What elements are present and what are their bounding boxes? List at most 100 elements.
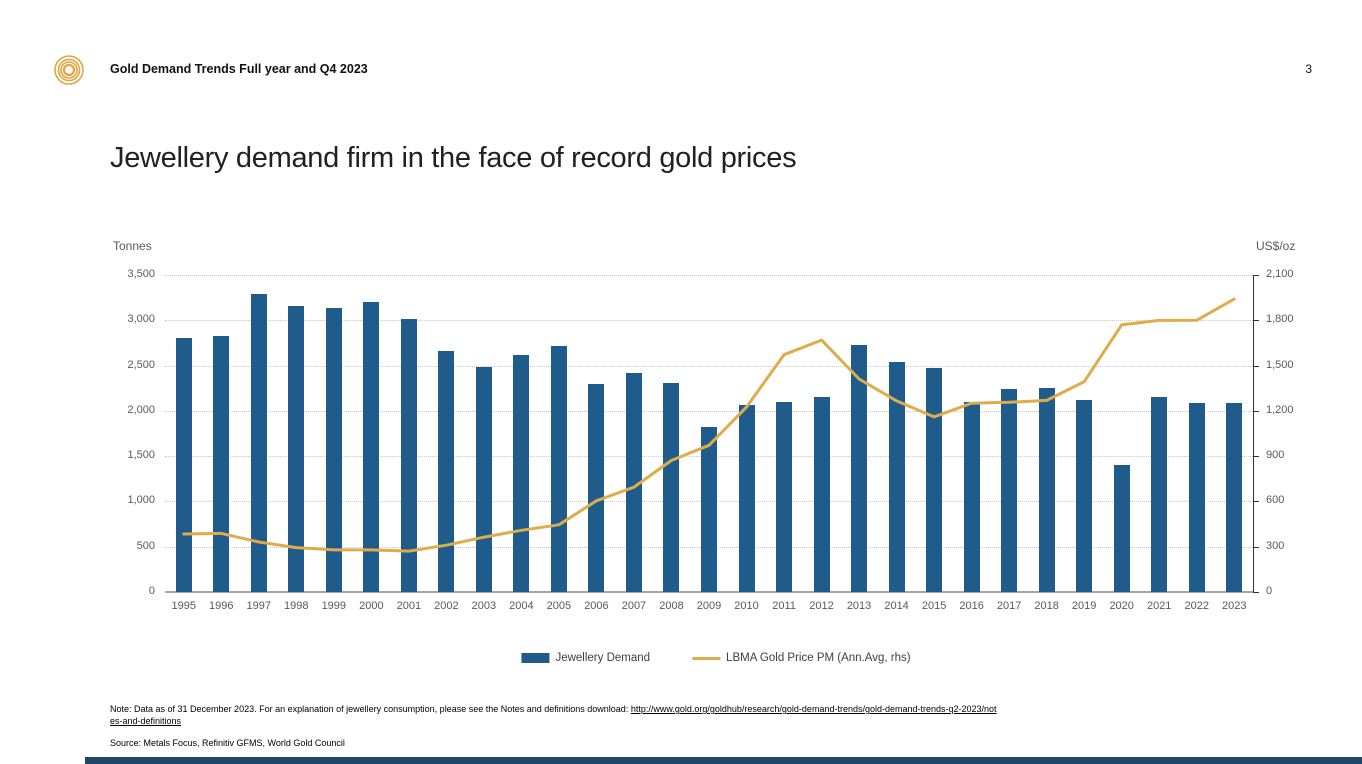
left-axis-tick-label: 2,500 [127,358,155,371]
bar-2015 [926,368,943,592]
x-axis-label-2007: 2007 [621,600,647,612]
slide-header: Gold Demand Trends Full year and Q4 2023… [0,0,1362,100]
x-axis-label-2013: 2013 [846,600,872,612]
x-axis-label-2009: 2009 [696,600,722,612]
bar-2012 [813,397,830,592]
bar-1996 [213,335,230,592]
bar-2010 [738,405,755,592]
bar-2017 [1001,389,1018,592]
x-axis-label-2014: 2014 [884,600,909,612]
bar-2002 [438,351,455,592]
right-axis-tick [1253,592,1259,593]
bar-2020 [1113,465,1130,592]
x-axis-label-2023: 2023 [1221,600,1247,612]
world-gold-council-logo-icon [54,55,84,85]
bar-2001 [400,319,417,592]
bar-2023 [1226,402,1243,592]
right-axis-tick [1253,410,1259,412]
bar-2004 [513,354,530,592]
notes-and-definitions-link[interactable]: http://www.gold.org/goldhub/research/gol… [110,704,997,727]
bar-1995 [175,338,192,592]
x-axis-label-2006: 2006 [584,600,609,612]
legend-label: LBMA Gold Price PM (Ann.Avg, rhs) [726,652,911,664]
x-axis-label-2002: 2002 [434,600,459,612]
x-axis-label-2001: 2001 [396,600,422,612]
gridline-3500 [165,275,1253,276]
x-axis-label-2021: 2021 [1146,600,1172,612]
report-title: Gold Demand Trends Full year and Q4 2023 [110,62,368,76]
gridline-2000 [165,410,1253,412]
slide-title: Jewellery demand firm in the face of rec… [110,142,797,174]
x-axis-label-2016: 2016 [959,600,984,612]
legend-bar-swatch-icon [521,653,550,663]
chart-plot-area: 0 0 500 300 1,000 600 1,500 900 2,000 1,200 2,500 1… [127,268,1293,612]
legend-label: Jewellery Demand [555,652,651,664]
bar-2019 [1076,400,1093,592]
left-axis-tick-label: 1,000 [127,494,155,507]
right-axis-line [1253,275,1254,593]
x-axis-label-2019: 2019 [1071,600,1097,612]
legend-item-jewellery-demand: Jewellery Demand [521,652,650,664]
x-axis-label-2020: 2020 [1109,600,1134,612]
x-axis-label-2005: 2005 [546,600,572,612]
bar-2006 [588,383,605,592]
x-axis-label-2022: 2022 [1184,600,1209,612]
bar-1997 [250,294,267,592]
bottom-accent-bar [85,757,1362,764]
gold-price-line [182,297,1236,553]
right-axis-tick-label: 300 [1266,539,1285,552]
source-line: Source: Metals Focus, Refinitiv GFMS, Wo… [110,738,345,748]
x-axis-label-2008: 2008 [659,600,684,612]
footnote-text: Note: Data as of 31 December 2023. For a… [110,704,631,714]
bar-2013 [851,344,868,592]
legend-line-swatch-icon [692,656,721,660]
right-axis-tick [1253,275,1259,276]
x-axis-label-1995: 1995 [171,600,196,612]
bar-2000 [363,302,380,592]
bar-2005 [550,345,567,592]
bar-2022 [1188,402,1205,592]
bar-2011 [776,401,793,592]
x-axis-label-1999: 1999 [321,600,347,612]
left-axis-tick-label: 0 [148,585,155,597]
left-axis-tick-label: 500 [136,539,155,552]
right-axis-tick-label: 1,500 [1266,358,1294,371]
bar-2014 [888,361,905,592]
left-axis-tick-label: 2,000 [127,403,155,416]
right-axis-tick-label: 600 [1266,494,1285,507]
right-axis-tick [1253,320,1259,322]
left-axis-tick-label: 1,500 [127,449,155,462]
x-axis-label-1996: 1996 [209,600,234,612]
left-axis-tick-label: 3,500 [127,268,155,280]
right-axis-tick [1253,365,1259,367]
x-axis-line [165,591,1253,593]
bar-2018 [1038,388,1055,592]
bar-2009 [701,427,717,592]
x-axis-label-1997: 1997 [246,600,272,612]
x-axis-label-2012: 2012 [809,600,834,612]
gridline-2500 [165,365,1253,367]
x-axis-label-2010: 2010 [734,600,759,612]
footnote: Note: Data as of 31 December 2023. For a… [110,703,1000,727]
left-axis-tick-label: 3,000 [127,313,155,326]
bar-2007 [625,372,642,592]
bar-1998 [288,305,305,592]
right-axis-tick [1253,546,1259,548]
x-axis-label-2003: 2003 [471,600,497,612]
x-axis-label-2011: 2011 [772,600,796,612]
right-axis-tick-label: 2,100 [1266,268,1294,280]
right-axis-unit-label: US$/oz [1256,239,1296,253]
right-axis-tick [1253,501,1259,503]
gridline-3000 [165,320,1253,322]
x-axis-label-2004: 2004 [509,600,534,612]
legend-item-gold-price: LBMA Gold Price PM (Ann.Avg, rhs) [692,652,911,664]
chart-legend: Jewellery Demand LBMA Gold Price PM (Ann.… [521,652,911,664]
x-axis-label-1998: 1998 [284,600,309,612]
x-axis-label-2018: 2018 [1034,600,1059,612]
bar-2008 [663,382,680,592]
x-axis-label-2017: 2017 [996,600,1022,612]
left-axis-unit-label: Tonnes [113,239,152,253]
page-number: 3 [1305,62,1312,76]
right-axis-tick-label: 0 [1266,585,1273,597]
